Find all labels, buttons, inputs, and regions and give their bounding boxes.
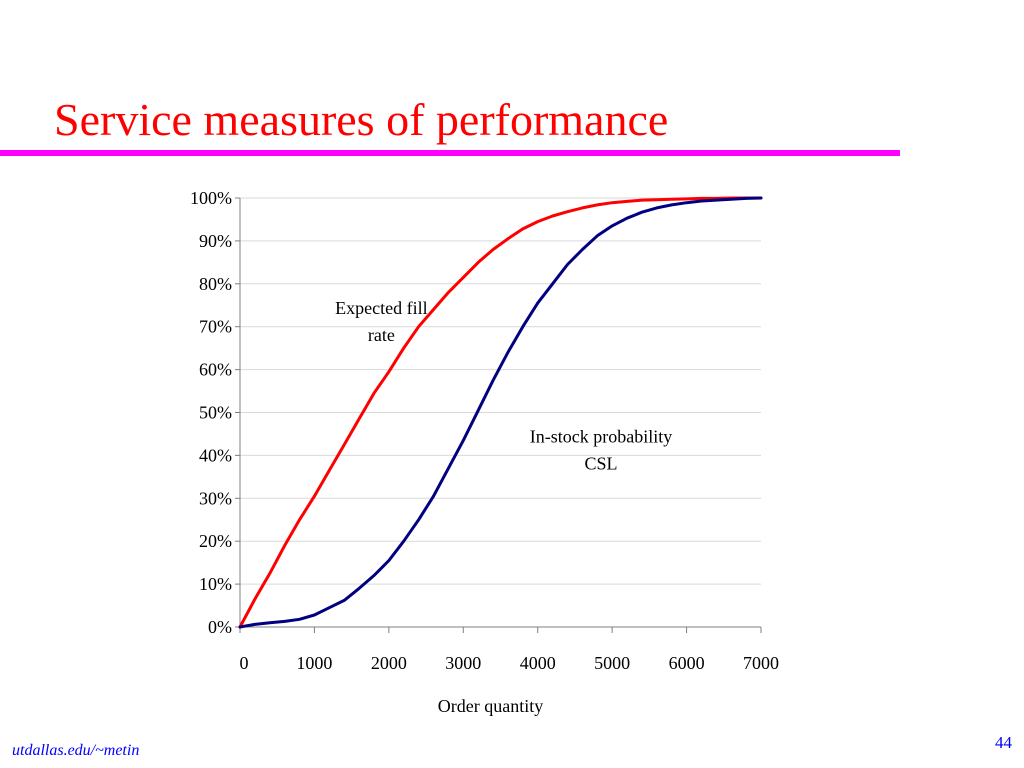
annotation-line: rate [368, 325, 395, 345]
x-axis-title: Order quantity [438, 696, 543, 716]
x-tick-label: 0 [240, 653, 249, 673]
axes-layer [235, 197, 762, 633]
x-tick-label: 1000 [296, 653, 332, 673]
y-tick-label: 70% [199, 317, 232, 337]
x-tick-label: 5000 [594, 653, 630, 673]
grid-layer [240, 197, 761, 585]
y-tick-label: 40% [199, 445, 232, 465]
x-tick-label: 7000 [743, 653, 779, 673]
y-tick-label: 50% [199, 403, 232, 423]
annotation-csl: In-stock probability CSL [530, 427, 672, 474]
label-layer: 0% 10% 20% 30% 40% 50% 60% 70% 80% 90% 100% 0 1000 20… [190, 188, 779, 716]
y-tick-label: 90% [199, 231, 232, 251]
series-line-csl [238, 196, 763, 629]
x-tick-label: 3000 [445, 653, 481, 673]
annotation-line: In-stock probability [530, 427, 672, 447]
y-tick-label: 100% [190, 188, 232, 208]
title-divider [0, 150, 900, 156]
y-tick-label: 10% [199, 574, 232, 594]
series-layer [238, 196, 763, 629]
x-tick-label: 4000 [520, 653, 556, 673]
annotation-line: Expected fill [335, 298, 427, 318]
page-number: 44 [995, 733, 1012, 752]
y-tick-label: 20% [199, 531, 232, 551]
y-tick-label: 30% [199, 488, 232, 508]
footer-url: utdallas.edu/~metin [12, 742, 140, 759]
annotation-fill-rate: Expected fill rate [335, 298, 427, 345]
series-line-fill-rate [238, 196, 763, 629]
slide-title: Service measures of performance [54, 94, 669, 145]
y-tick-label: 80% [199, 274, 232, 294]
annotation-line: CSL [584, 454, 617, 474]
y-tick-label: 60% [199, 360, 232, 380]
x-tick-label: 2000 [371, 653, 407, 673]
y-tick-label: 0% [208, 617, 232, 637]
x-tick-label: 6000 [669, 653, 705, 673]
